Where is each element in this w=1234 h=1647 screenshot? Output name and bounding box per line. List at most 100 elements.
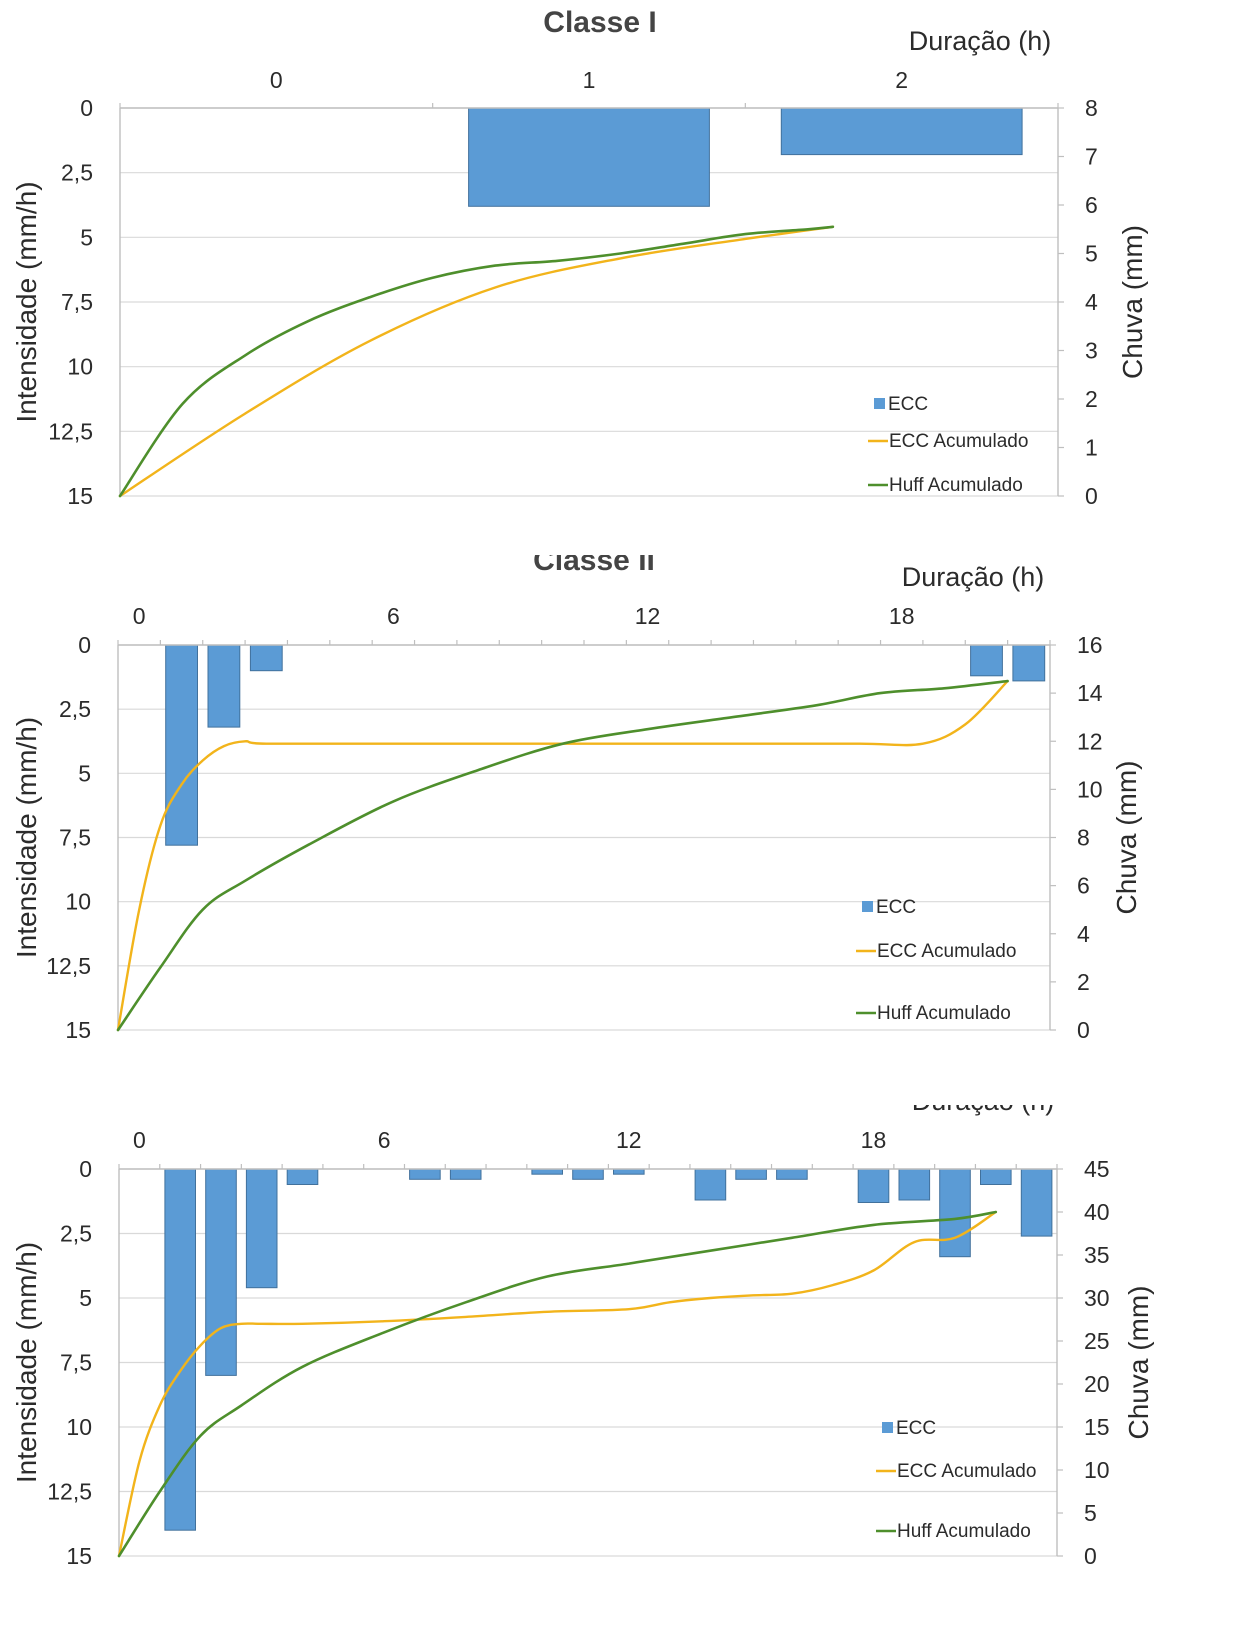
x2-axis-label: Duração (h)	[902, 562, 1045, 592]
y-tick-label: 10	[66, 1414, 92, 1440]
ecc-bar	[780, 107, 1023, 156]
y-tick-label: 2,5	[60, 1221, 92, 1247]
ecc-bar	[449, 1168, 482, 1180]
y2-tick-label: 1	[1085, 435, 1098, 461]
legend-huff-acumulado-label: Huff Acumulado	[877, 1003, 1011, 1024]
y2-tick-label: 10	[1084, 1457, 1110, 1483]
chart-title: Classe II	[533, 555, 655, 577]
y2-tick-label: 12	[1077, 728, 1103, 754]
x-tick-label: 2	[895, 67, 908, 93]
x-tick-label: 12	[616, 1127, 642, 1153]
y-tick-label: 0	[78, 632, 91, 658]
y2-tick-label: 15	[1084, 1414, 1110, 1440]
y-tick-label: 10	[65, 889, 91, 915]
legend-ecc-acumulado-label: ECC Acumulado	[889, 431, 1028, 452]
legend-huff-acumulado-label: Huff Acumulado	[897, 1521, 1031, 1542]
legend-ecc-label: ECC	[896, 1418, 936, 1439]
y2-tick-label: 8	[1085, 95, 1098, 121]
y2-tick-label: 30	[1084, 1285, 1110, 1311]
y2-tick-label: 35	[1084, 1242, 1110, 1268]
legend-ecc-acumulado-label: ECC Acumulado	[897, 1461, 1036, 1482]
y-tick-label: 7,5	[59, 825, 91, 851]
ecc-bar	[1012, 644, 1046, 682]
x-tick-label: 6	[378, 1127, 391, 1153]
y2-tick-label: 0	[1077, 1017, 1090, 1043]
y-tick-label: 10	[67, 354, 93, 380]
ecc-bar	[694, 1168, 727, 1201]
y2-tick-label: 2	[1085, 386, 1098, 412]
huff-acumulado-line	[116, 679, 1009, 1032]
ecc-bar	[468, 107, 710, 207]
ecc-bar	[245, 1168, 278, 1289]
legend-ecc-acumulado-label: ECC Acumulado	[877, 941, 1016, 962]
y2-tick-label: 40	[1084, 1199, 1110, 1225]
y-tick-label: 0	[80, 95, 93, 121]
y-axis-label: Intensidade (mm/h)	[11, 181, 42, 422]
y-axis-label: Intensidade (mm/h)	[11, 717, 42, 958]
y2-tick-label: 45	[1084, 1156, 1110, 1182]
y2-tick-label: 5	[1084, 1500, 1097, 1526]
ecc-bar	[249, 644, 283, 672]
x-tick-label: 0	[133, 603, 146, 629]
ecc-bar	[165, 644, 198, 846]
y-tick-label: 5	[78, 760, 91, 786]
chart-svg: Classe II Duração (h) 0 6 12 18 0 2,5 5 7,5 10 12,5…	[11, 555, 1142, 1043]
y-tick-label: 5	[79, 1285, 92, 1311]
legend-ecc-label: ECC	[876, 897, 916, 918]
y2-tick-label: 16	[1077, 632, 1103, 658]
ecc-bar	[286, 1168, 319, 1185]
x2-axis-label: Duração (h)	[912, 1105, 1055, 1116]
legend-ecc-swatch	[862, 901, 873, 912]
y-tick-label: 15	[66, 1543, 92, 1569]
y2-tick-label: 0	[1084, 1543, 1097, 1569]
ecc-bar	[939, 1168, 971, 1258]
x-tick-label: 0	[133, 1127, 146, 1153]
ecc-bar	[898, 1168, 931, 1201]
y2-tick-label: 8	[1077, 825, 1090, 851]
huff-acumulado-line	[118, 225, 835, 498]
ecc-acumulado-line	[117, 1210, 997, 1558]
ecc-bar	[1020, 1168, 1053, 1237]
y2-tick-label: 6	[1085, 192, 1098, 218]
y2-tick-label: 20	[1084, 1371, 1110, 1397]
y2-axis-label: Chuva (mm)	[1117, 225, 1148, 379]
y2-axis-label: Chuva (mm)	[1123, 1285, 1154, 1439]
chart-classe-ii: Classe II Duração (h) 0 6 12 18 0 2,5 5 7,5 10 12,5…	[0, 555, 1234, 1100]
ecc-acumulado-line	[116, 679, 1009, 1032]
chart-classe-i: Classe I Duração (h) 0 1 2 0 2,5 5 7,5 10 12,5 15 8 7…	[0, 0, 1234, 545]
chart-classe-iii: Classe IIIDuração (h)06121802,557,51012,…	[0, 1105, 1234, 1647]
y-tick-label: 12,5	[46, 953, 91, 979]
y-tick-label: 12,5	[47, 1479, 92, 1505]
chart-svg: Classe IIIDuração (h)06121802,557,51012,…	[11, 1105, 1154, 1569]
y2-tick-label: 0	[1085, 483, 1098, 509]
y2-tick-label: 6	[1077, 873, 1090, 899]
y2-tick-label: 2	[1077, 969, 1090, 995]
y-tick-label: 0	[79, 1156, 92, 1182]
y2-tick-label: 14	[1077, 680, 1103, 706]
y2-tick-label: 5	[1085, 241, 1098, 267]
y-tick-label: 2,5	[61, 160, 93, 186]
ecc-bar	[207, 644, 241, 728]
ecc-bar	[613, 1168, 645, 1175]
y-tick-label: 5	[80, 224, 93, 250]
y2-tick-label: 10	[1077, 776, 1103, 802]
x2-axis-label: Duração (h)	[909, 26, 1052, 56]
y2-axis-label: Chuva (mm)	[1111, 760, 1142, 914]
ecc-bar	[205, 1168, 237, 1376]
ecc-bar	[572, 1168, 604, 1180]
legend-ecc-swatch	[874, 398, 885, 409]
y2-tick-label: 3	[1085, 338, 1098, 364]
ecc-bar	[409, 1168, 441, 1180]
y2-tick-label: 7	[1085, 144, 1098, 170]
x-tick-label: 12	[635, 603, 661, 629]
y-tick-label: 7,5	[61, 289, 93, 315]
x-tick-label: 6	[387, 603, 400, 629]
x-tick-label: 0	[270, 67, 283, 93]
y-tick-label: 2,5	[59, 696, 91, 722]
huff-acumulado-line	[117, 1210, 998, 1558]
y-axis-label: Intensidade (mm/h)	[11, 1242, 42, 1483]
y-tick-label: 15	[67, 483, 93, 509]
x-tick-label: 18	[861, 1127, 887, 1153]
